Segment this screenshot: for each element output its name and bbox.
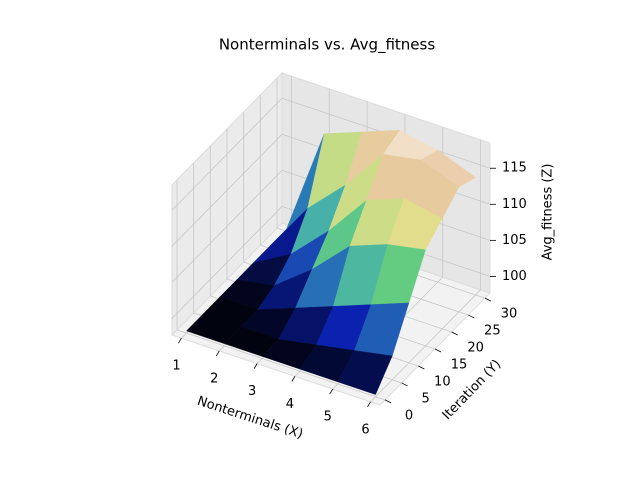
x-tick-label: 1: [172, 359, 180, 374]
tick-mark: [434, 348, 442, 353]
grid-line: [171, 170, 283, 283]
y-tick-label: 5: [422, 391, 430, 406]
tick-mark: [451, 331, 458, 336]
y-tick-label: 0: [405, 408, 413, 423]
y-tick-label: 25: [484, 324, 501, 339]
z-tick-label: 115: [502, 161, 527, 176]
z-tick-label: 105: [502, 233, 527, 248]
x-tick-label: 6: [361, 422, 369, 437]
tick-mark: [253, 363, 258, 369]
grid-line: [171, 206, 283, 319]
tick-mark: [291, 376, 296, 382]
tick-mark: [384, 399, 392, 404]
tick-mark: [468, 314, 475, 319]
y-axis-label: Iteration (Y): [440, 357, 505, 423]
z-axis-label: Avg_fitness (Z): [541, 164, 556, 261]
grid-line: [171, 97, 283, 211]
chart-title: Nonterminals vs. Avg_fitness: [219, 36, 436, 55]
z-tick-label: 100: [502, 269, 527, 284]
grid-line: [171, 134, 283, 247]
x-tick-label: 2: [210, 371, 218, 386]
tick-mark: [401, 382, 408, 387]
x-tick-label: 5: [324, 410, 332, 425]
tick-mark: [178, 337, 182, 344]
tick-mark: [418, 365, 425, 370]
grid-line: [176, 329, 386, 401]
tick-mark: [329, 388, 334, 395]
y-tick-label: 20: [467, 341, 484, 356]
y-tick-label: 15: [451, 358, 468, 373]
surface-patch: [337, 350, 393, 395]
x-tick-label: 4: [286, 397, 294, 412]
y-tick-label: 10: [434, 374, 451, 389]
z-tick-label: 110: [502, 197, 527, 212]
x-tick-label: 3: [248, 384, 256, 399]
tick-mark: [215, 350, 220, 357]
tick-mark: [484, 297, 492, 302]
tick-mark: [367, 401, 371, 408]
y-tick-label: 30: [501, 307, 518, 322]
